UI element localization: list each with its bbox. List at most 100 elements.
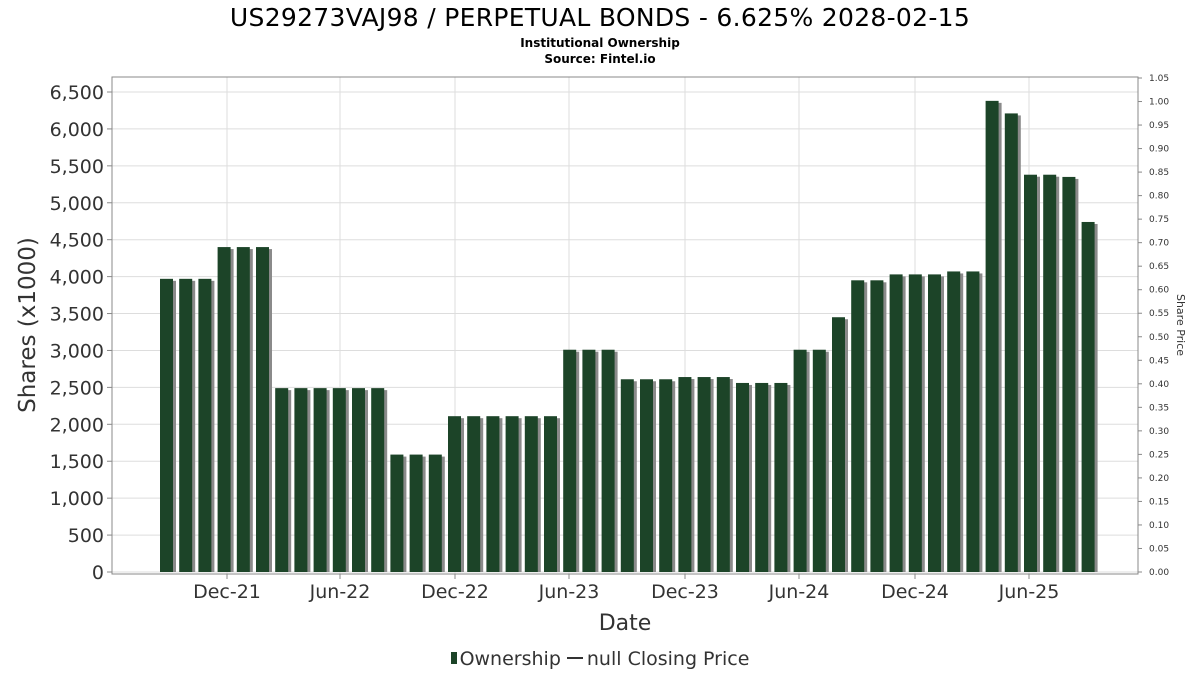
legend: Ownership null Closing Price: [0, 648, 1200, 670]
ownership-bar: [409, 454, 423, 572]
y2-tick-label: 0.80: [1149, 192, 1169, 202]
y2-tick-label: 0.10: [1149, 521, 1169, 531]
y2-tick-label: 0.70: [1149, 239, 1169, 249]
y-axis-right: 0.00 0.05 0.10 0.15 0.20 0.25 0.30 0.35 0.40 0.45…: [1138, 74, 1169, 578]
y2-tick-label: 0.75: [1149, 215, 1169, 225]
y2-tick-label: 0.40: [1149, 380, 1169, 390]
ownership-bar: [1062, 176, 1076, 572]
ownership-bar: [774, 382, 788, 572]
y2-tick-label: 0.45: [1149, 356, 1169, 366]
plot-frame: [111, 76, 1139, 575]
x-tick-label: Jun-23: [538, 581, 600, 603]
y2-tick-label: 0.00: [1149, 568, 1169, 578]
ownership-bar: [256, 247, 269, 573]
x-tick-label: Dec-21: [193, 581, 261, 603]
y-tick-label: 500: [68, 525, 104, 547]
y-tick-label: 2,000: [50, 414, 104, 436]
ownership-bar: [582, 349, 596, 572]
ownership-bar: [390, 454, 404, 572]
y2-tick-label: 0.55: [1149, 309, 1169, 319]
ownership-chart: 0 500 1,000 1,500 2,000 2,500 3,000 3,500 4,000 4…: [15, 74, 1187, 636]
y2-tick-label: 0.50: [1149, 333, 1169, 343]
y-tick-label: 5,500: [50, 156, 104, 178]
ownership-bar: [678, 377, 692, 572]
y2-axis-label: Share Price: [1174, 294, 1187, 356]
ownership-swatch-icon: [450, 651, 457, 664]
y2-tick-label: 0.85: [1149, 168, 1169, 178]
ownership-bar: [179, 278, 193, 572]
x-tick-label: Dec-24: [881, 581, 949, 603]
ownership-bar: [160, 278, 173, 572]
ownership-bar: [755, 382, 769, 572]
x-tick-label: Jun-25: [998, 581, 1060, 603]
ownership-bar: [198, 278, 212, 572]
y2-tick-label: 1.00: [1149, 98, 1169, 108]
x-axis: Dec-21 Jun-22 Dec-22 Jun-23 Dec-23 Jun-24 Dec-…: [193, 574, 1059, 603]
y-tick-label: 4,500: [50, 230, 104, 252]
y2-tick-label: 0.95: [1149, 121, 1169, 131]
x-tick-label: Dec-22: [421, 581, 489, 603]
legend-price-label: null Closing Price: [586, 648, 750, 670]
ownership-bar: [1081, 221, 1095, 572]
y2-tick-label: 0.65: [1149, 262, 1169, 272]
ownership-bar: [371, 388, 385, 572]
ownership-bar: [716, 377, 730, 572]
y-tick-label: 0: [92, 562, 104, 584]
x-axis-label: Date: [599, 611, 652, 636]
ownership-bar: [659, 379, 673, 572]
chart-title: US29273VAJ98 / PERPETUAL BONDS - 6.625% …: [229, 3, 971, 32]
y2-tick-label: 0.35: [1149, 403, 1169, 413]
ownership-bar: [467, 416, 481, 572]
y2-tick-label: 0.30: [1149, 427, 1169, 437]
ownership-bar: [870, 280, 884, 572]
chart-subtitle: Institutional Ownership: [520, 36, 680, 50]
ownership-bar: [697, 377, 711, 572]
ownership-bar: [985, 100, 999, 572]
ownership-bar: [889, 274, 903, 572]
price-line-icon: [566, 656, 583, 659]
y-axis-label: Shares (x1000): [15, 237, 41, 413]
bars: [160, 100, 1098, 573]
y-tick-label: 6,000: [50, 119, 104, 141]
ownership-bar: [294, 388, 308, 572]
y2-tick-label: 0.20: [1149, 474, 1169, 484]
ownership-bar: [275, 388, 289, 572]
y-tick-label: 2,500: [50, 377, 104, 399]
ownership-bar: [736, 382, 749, 572]
ownership-bar: [236, 247, 250, 573]
ownership-bar: [486, 416, 500, 572]
y-axis-left: 0 500 1,000 1,500 2,000 2,500 3,000 3,500 4,000 4…: [50, 82, 112, 584]
ownership-bar: [640, 379, 653, 572]
ownership-bar: [505, 416, 519, 572]
ownership-bar: [832, 317, 845, 572]
y-tick-label: 1,000: [50, 488, 104, 510]
chart-source: Source: Fintel.io: [544, 52, 656, 66]
y2-tick-label: 0.60: [1149, 286, 1169, 296]
ownership-bar: [563, 349, 577, 572]
x-tick-label: Jun-22: [309, 581, 371, 603]
ownership-bar: [620, 379, 634, 572]
ownership-bar: [966, 271, 980, 572]
y2-tick-label: 1.05: [1149, 74, 1169, 84]
ownership-bar: [217, 247, 231, 573]
ownership-bar: [448, 416, 461, 572]
ownership-bar: [544, 416, 557, 572]
ownership-bar: [428, 454, 442, 572]
y2-tick-label: 0.25: [1149, 450, 1169, 460]
ownership-bar: [332, 388, 346, 572]
x-tick-label: Jun-24: [768, 581, 830, 603]
y-tick-label: 3,500: [50, 304, 104, 326]
ownership-bar: [1004, 113, 1018, 573]
y2-tick-label: 0.90: [1149, 145, 1169, 155]
ownership-bar: [313, 388, 327, 572]
ownership-bar: [1024, 174, 1037, 572]
ownership-bar: [947, 271, 961, 572]
ownership-bar: [928, 274, 941, 572]
x-tick-label: Dec-23: [651, 581, 719, 603]
ownership-bar: [812, 349, 826, 572]
ownership-bar: [352, 388, 365, 572]
legend-ownership-label: Ownership: [459, 648, 561, 670]
y2-tick-label: 0.15: [1149, 497, 1169, 507]
y-tick-label: 6,500: [50, 82, 104, 104]
ownership-bar: [851, 280, 865, 572]
